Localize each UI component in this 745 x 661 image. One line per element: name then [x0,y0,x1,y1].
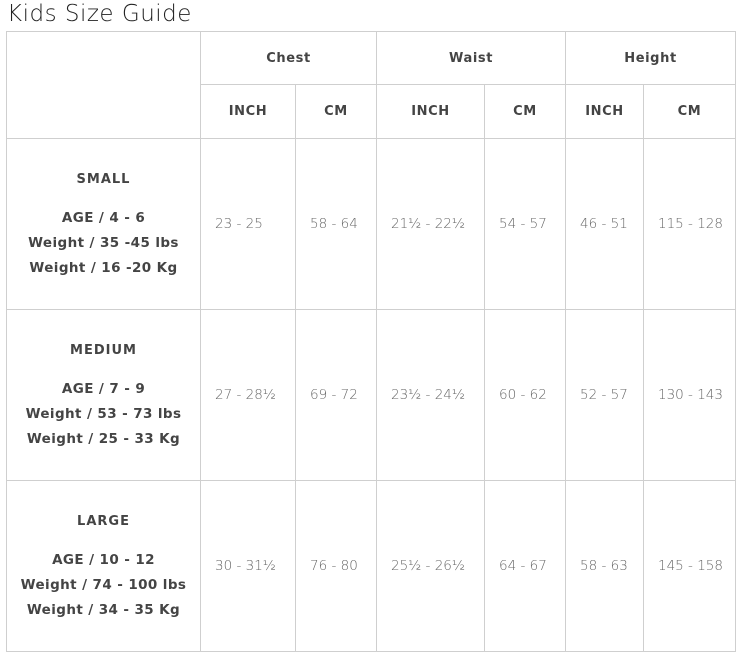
measurement-cell: 115 - 128 [643,138,736,310]
measurement-cell: 23½ - 24½ [376,309,485,481]
group-header-height: Height [565,31,736,85]
page-title: Kids Size Guide [7,1,192,27]
measurement-cell: 30 - 31½ [200,480,296,652]
corner-cell [6,31,201,139]
size-cell: LARGE AGE / 10 - 12 Weight / 74 - 100 lbs W… [6,480,201,652]
age-range: AGE / 4 - 6 [61,210,146,226]
age-range: AGE / 7 - 9 [61,381,146,397]
unit-header: INCH [565,84,644,139]
weight-lbs: Weight / 35 -45 lbs [28,235,179,251]
measurement-cell: 54 - 57 [484,138,566,310]
size-guide-table: Chest Waist Height INCH CM INCH CM INCH CM SM… [6,31,736,652]
table-row: LARGE AGE / 10 - 12 Weight / 74 - 100 lbs W… [6,480,736,652]
measurement-cell: 25½ - 26½ [376,480,485,652]
unit-header: INCH [376,84,485,139]
size-cell: MEDIUM AGE / 7 - 9 Weight / 53 - 73 lbs Wei… [6,309,201,481]
group-header-waist: Waist [376,31,566,85]
table-row: MEDIUM AGE / 7 - 9 Weight / 53 - 73 lbs Wei… [6,309,736,481]
weight-kg: Weight / 16 -20 Kg [29,260,178,276]
unit-header: INCH [200,84,296,139]
size-cell: SMALL AGE / 4 - 6 Weight / 35 -45 lbs Weigh… [6,138,201,310]
measurement-cell: 46 - 51 [565,138,644,310]
measurement-cell: 58 - 64 [295,138,377,310]
weight-lbs: Weight / 53 - 73 lbs [25,406,182,422]
unit-header: CM [643,84,736,139]
size-label: MEDIUM [70,343,137,358]
measurement-cell: 64 - 67 [484,480,566,652]
measurement-cell: 130 - 143 [643,309,736,481]
measurement-cell: 145 - 158 [643,480,736,652]
unit-header: CM [484,84,566,139]
unit-header: CM [295,84,377,139]
size-label: SMALL [76,172,131,187]
weight-kg: Weight / 34 - 35 Kg [26,602,181,618]
measurement-cell: 52 - 57 [565,309,644,481]
size-label: LARGE [77,514,130,529]
weight-lbs: Weight / 74 - 100 lbs [20,577,187,593]
measurement-cell: 58 - 63 [565,480,644,652]
measurement-cell: 76 - 80 [295,480,377,652]
weight-kg: Weight / 25 - 33 Kg [26,431,181,447]
measurement-cell: 23 - 25 [200,138,296,310]
table-row: SMALL AGE / 4 - 6 Weight / 35 -45 lbs Weigh… [6,138,736,310]
measurement-cell: 27 - 28½ [200,309,296,481]
measurement-cell: 21½ - 22½ [376,138,485,310]
measurement-cell: 69 - 72 [295,309,377,481]
age-range: AGE / 10 - 12 [52,552,155,568]
measurement-cell: 60 - 62 [484,309,566,481]
group-header-chest: Chest [200,31,377,85]
